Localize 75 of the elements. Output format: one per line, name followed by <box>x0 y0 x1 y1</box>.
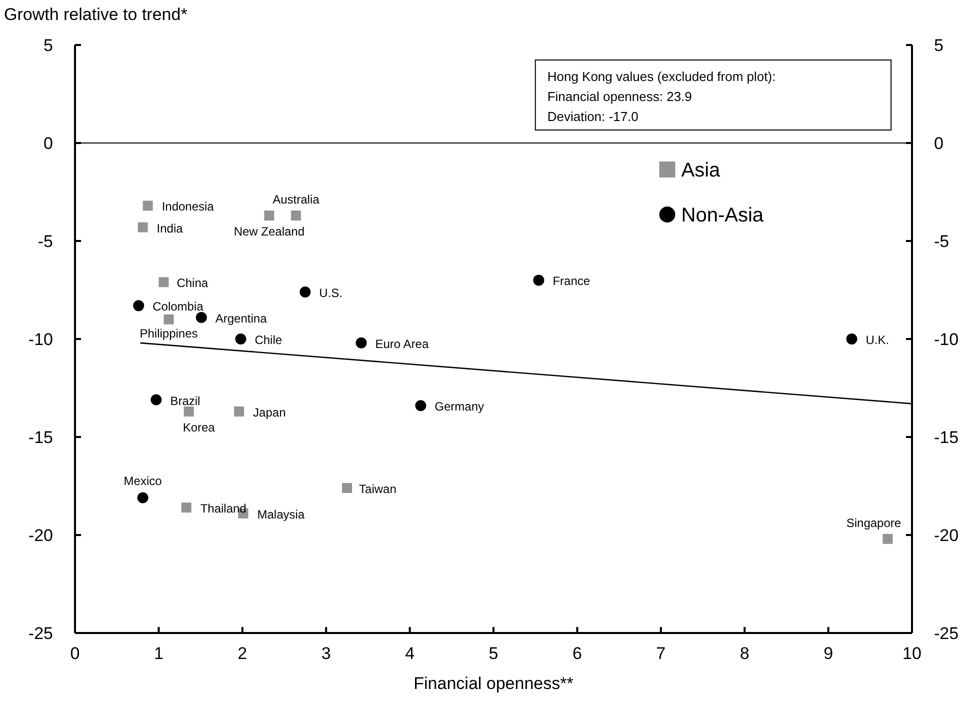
point <box>356 337 367 348</box>
annotation: Japan <box>253 406 286 420</box>
legend-label: Asia <box>681 159 722 182</box>
annotation: India <box>156 221 184 236</box>
x-tick-label: 9 <box>824 644 834 663</box>
y-tick-label: -15 <box>28 428 53 447</box>
y-tick-label: -10 <box>28 330 53 349</box>
point <box>264 210 274 221</box>
x-tick-label: 6 <box>572 644 582 663</box>
annotation: U.K. <box>866 333 890 347</box>
x-tick-label: 10 <box>902 644 922 663</box>
y2-tick-label: 0 <box>934 134 944 153</box>
annotation: Thailand <box>200 502 246 516</box>
annotation: Colombia <box>152 300 204 314</box>
x-tick-label: 2 <box>238 644 248 663</box>
annotation: Malaysia <box>257 507 305 522</box>
point <box>137 492 148 504</box>
annotation: China <box>176 276 208 290</box>
point <box>882 534 893 544</box>
y-tick-label: -5 <box>38 232 53 251</box>
point <box>181 502 192 513</box>
y-tick-label: 0 <box>44 134 53 153</box>
y-tick-label: -20 <box>28 526 53 545</box>
annotation: U.S. <box>319 286 343 300</box>
annotation: Chile <box>254 333 282 347</box>
y2-tick-label: -5 <box>934 232 950 251</box>
x-tick-label: 1 <box>154 644 164 663</box>
point <box>150 394 162 406</box>
annotation: Brazil <box>170 394 200 408</box>
x-tick-label: 4 <box>405 644 415 663</box>
y-axis-title: Growth relative to trend* <box>4 5 188 24</box>
x-tick-label: 5 <box>488 644 498 663</box>
point <box>133 300 144 312</box>
annotation: Taiwan <box>359 482 396 496</box>
point <box>235 334 246 344</box>
x-tick-label: 0 <box>70 644 80 663</box>
y2-tick-label: -20 <box>934 526 959 545</box>
point <box>415 400 426 412</box>
point <box>533 274 544 286</box>
point <box>846 334 858 344</box>
x-tick-label: 3 <box>321 644 331 663</box>
point <box>184 406 194 417</box>
annotation: Mexico <box>124 474 162 488</box>
annotation: Indonesia <box>162 200 214 214</box>
point <box>164 314 174 324</box>
annotation: Germany <box>434 400 484 414</box>
y-tick-label: -25 <box>28 624 53 643</box>
point <box>290 210 301 221</box>
y2-tick-label: -10 <box>934 330 959 349</box>
y2-tick-label: -25 <box>934 624 959 643</box>
point <box>142 200 153 211</box>
y2-tick-label: -15 <box>934 428 959 447</box>
x-tick-label: 8 <box>740 644 750 663</box>
annotation: Euro Area <box>375 336 429 351</box>
point <box>196 312 207 323</box>
y-tick-label: 5 <box>44 36 53 55</box>
point <box>158 277 169 288</box>
annotation: Korea <box>182 420 216 435</box>
point <box>138 222 148 232</box>
annotation: France <box>552 274 590 288</box>
x-tick-label: 7 <box>656 644 666 663</box>
x-axis-title: Financial openness** <box>414 674 574 693</box>
annotation: Hong Kong values (excluded from plot): <box>547 69 776 84</box>
annotation: Deviation: -17.0 <box>547 109 638 124</box>
point <box>342 482 352 493</box>
annotation: Philippines <box>140 326 198 340</box>
point <box>234 406 244 417</box>
legend-label: Non-Asia <box>681 204 764 226</box>
annotation: Australia <box>272 192 320 207</box>
annotation: Argentina <box>215 311 268 326</box>
y2-tick-label: 5 <box>934 36 944 55</box>
annotation: Financial openness: 23.9 <box>547 89 692 104</box>
annotation: New Zealand <box>234 224 305 239</box>
annotation: Singapore <box>846 516 902 530</box>
point <box>300 286 311 298</box>
